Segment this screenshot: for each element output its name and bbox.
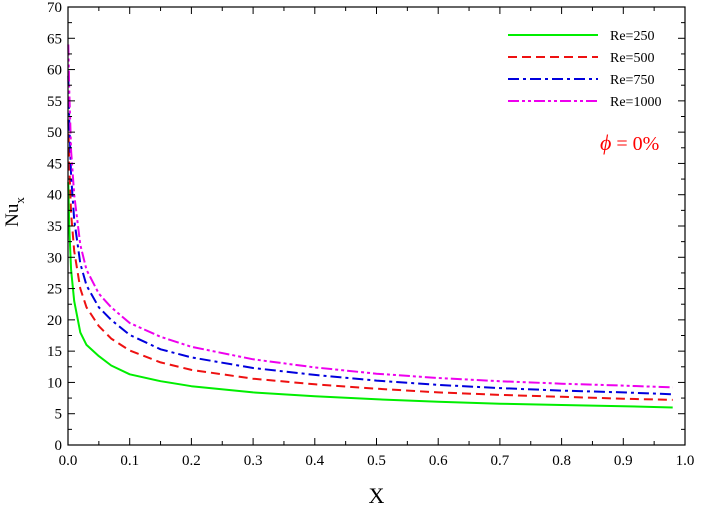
x-axis-label: X	[369, 483, 385, 508]
axis-ticks	[67, 6, 686, 446]
y-tick-label: 25	[47, 282, 62, 298]
y-tick-label: 45	[47, 156, 62, 172]
legend-label: Re=500	[610, 51, 654, 66]
series-line	[67, 44, 673, 389]
x-tick-label: 0.0	[59, 453, 78, 469]
y-tick-label: 15	[47, 344, 62, 360]
x-tick-label: 0.2	[182, 453, 201, 469]
y-axis-label: Nux	[2, 197, 27, 227]
y-axis-label-main: Nu	[2, 203, 23, 227]
x-tick-label: 0.1	[120, 453, 139, 469]
y-tick-label: 65	[47, 31, 62, 47]
y-tick-label: 35	[47, 219, 62, 235]
x-tick-label: 0.4	[305, 453, 324, 469]
legend-label: Re=250	[610, 29, 654, 44]
y-axis-label-subscript: x	[12, 197, 27, 204]
legend: Re=250 Re=500 Re=750 Re=1000	[508, 29, 661, 110]
series-lines	[67, 44, 673, 409]
phi-symbol: ϕ	[600, 130, 611, 155]
svg-text:Nux: Nux	[2, 197, 27, 227]
y-tick-label: 40	[47, 188, 62, 204]
y-tick-labels: 0 5 10 15 20 25 30 35 40 45 50 55 60 65 70	[47, 0, 62, 454]
y-tick-label: 5	[55, 407, 63, 423]
series-line	[67, 75, 673, 396]
series-line	[67, 182, 673, 409]
x-tick-label: 0.3	[244, 453, 263, 469]
legend-label: Re=1000	[610, 95, 661, 110]
x-tick-label: 0.8	[552, 453, 571, 469]
y-tick-label: 30	[47, 250, 62, 266]
plot-frame	[67, 6, 686, 446]
x-tick-label: 1.0	[676, 453, 695, 469]
y-tick-label: 60	[47, 63, 62, 79]
x-tick-label: 0.7	[491, 453, 510, 469]
x-tick-label: 0.9	[614, 453, 633, 469]
y-tick-label: 10	[47, 375, 62, 391]
phi-value: = 0%	[611, 133, 659, 155]
phi-annotation: ϕ = 0%	[600, 130, 659, 155]
series-line	[67, 119, 673, 401]
y-tick-label: 20	[47, 313, 62, 329]
x-tick-labels: 0.0 0.1 0.2 0.3 0.4 0.5 0.6 0.7 0.8 0.9 1.0	[59, 453, 695, 469]
y-tick-label: 50	[47, 125, 62, 141]
y-tick-label: 55	[47, 94, 62, 110]
legend-label: Re=750	[610, 73, 654, 88]
y-tick-label: 0	[55, 438, 63, 454]
x-tick-label: 0.6	[429, 453, 448, 469]
y-tick-label: 70	[47, 0, 62, 16]
x-tick-label: 0.5	[367, 453, 386, 469]
